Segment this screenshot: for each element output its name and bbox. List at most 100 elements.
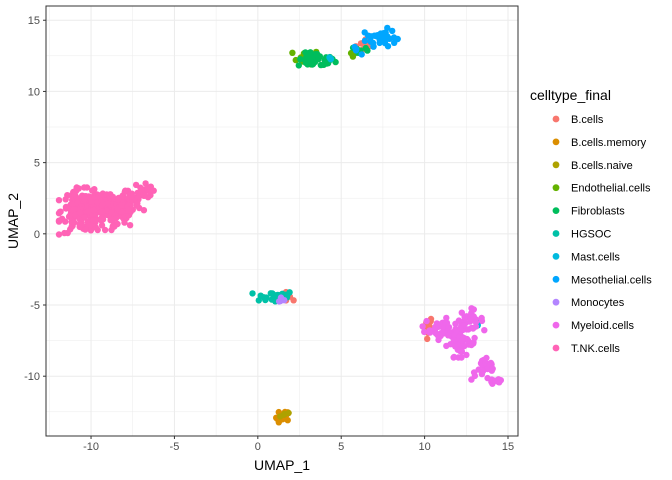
data-point [90, 206, 97, 214]
data-point [118, 208, 126, 215]
legend-label: Fibroblasts [571, 206, 625, 218]
data-point [302, 59, 309, 66]
series-Monocytes [275, 294, 288, 305]
data-point [419, 323, 426, 330]
data-point [370, 43, 377, 50]
data-point [97, 215, 105, 222]
legend-key [552, 115, 560, 123]
data-point [479, 367, 487, 375]
data-point [421, 328, 428, 336]
data-point [88, 198, 95, 205]
data-point [380, 30, 387, 38]
data-point [426, 327, 433, 334]
data-point [87, 227, 95, 234]
data-point [268, 296, 276, 303]
data-point [103, 207, 111, 214]
series-Mesothelial.cells [351, 24, 401, 58]
data-point [91, 186, 98, 193]
y-tick-label: -5 [30, 300, 40, 312]
y-axis: -10 -5 0 5 10 15 [24, 15, 46, 383]
data-point [447, 341, 454, 348]
data-point [128, 193, 135, 200]
legend-label: Monocytes [571, 297, 625, 309]
data-point [104, 200, 111, 207]
data-point [115, 196, 122, 203]
data-point [313, 51, 321, 59]
legend-label: T.NK.cells [571, 343, 620, 355]
data-point [489, 365, 496, 372]
series-T.NK.cells [55, 180, 157, 238]
series-B.cells.naive [277, 409, 292, 420]
data-point [55, 210, 63, 217]
legend-key [552, 138, 560, 146]
data-point [249, 290, 256, 297]
data-point [364, 47, 371, 54]
data-point [432, 330, 439, 337]
data-point [85, 208, 92, 215]
data-point [144, 184, 151, 191]
data-point [125, 206, 132, 214]
data-point [76, 221, 83, 228]
legend-label: Mesothelial.cells [571, 274, 652, 286]
data-point [55, 231, 63, 238]
data-point [456, 347, 464, 354]
data-point [62, 196, 69, 203]
legend-key [552, 298, 560, 306]
data-point [98, 222, 106, 229]
x-tick-label: -5 [170, 441, 180, 453]
legend-label: B.cells.memory [571, 137, 647, 149]
grid-major [46, 6, 518, 436]
data-point [332, 58, 339, 66]
x-tick-label: 10 [418, 441, 430, 453]
data-point [463, 351, 470, 359]
data-point [457, 325, 464, 332]
data-point [94, 226, 101, 234]
legend-label: Mast.cells [571, 251, 620, 263]
data-point [122, 187, 129, 194]
legend-label: Endothelial.cells [571, 183, 651, 195]
data-point [71, 211, 79, 219]
legend-key [552, 275, 560, 283]
data-point [424, 335, 431, 343]
data-point [435, 323, 442, 330]
y-tick-label: 5 [34, 158, 40, 170]
data-point [141, 191, 148, 199]
data-point [455, 317, 463, 324]
data-point [70, 219, 78, 226]
data-point [81, 195, 88, 203]
data-point [70, 206, 78, 213]
data-point [442, 319, 449, 326]
data-point [55, 197, 63, 204]
legend: celltype_final B.cells B.cells.memory B.ce… [530, 87, 652, 355]
data-point [384, 24, 391, 32]
legend-label: HGSOC [571, 229, 611, 241]
y-tick-label: -10 [24, 371, 40, 383]
data-point [376, 36, 384, 43]
legend-title: celltype_final [530, 87, 611, 103]
data-point [112, 215, 120, 222]
data-point [391, 39, 398, 46]
data-point [132, 181, 140, 189]
data-point [280, 411, 288, 418]
data-point [109, 193, 117, 201]
data-point [309, 60, 317, 68]
x-tick-label: 5 [338, 441, 344, 453]
legend-label: B.cells [571, 114, 604, 126]
x-tick-label: -10 [83, 441, 99, 453]
data-point [481, 327, 488, 334]
data-point [90, 217, 97, 224]
data-point [450, 353, 458, 361]
data-point [472, 318, 480, 326]
data-point [384, 43, 392, 50]
data-point [437, 332, 444, 340]
legend-key [552, 184, 560, 192]
data-point [66, 212, 74, 219]
legend-key [552, 321, 560, 329]
y-tick-label: 15 [28, 15, 40, 27]
data-point [470, 369, 478, 376]
data-point [81, 214, 88, 221]
data-point [58, 215, 66, 222]
grid-minor [46, 6, 518, 436]
data-point [83, 184, 91, 191]
legend-label: B.cells.naive [571, 160, 633, 172]
